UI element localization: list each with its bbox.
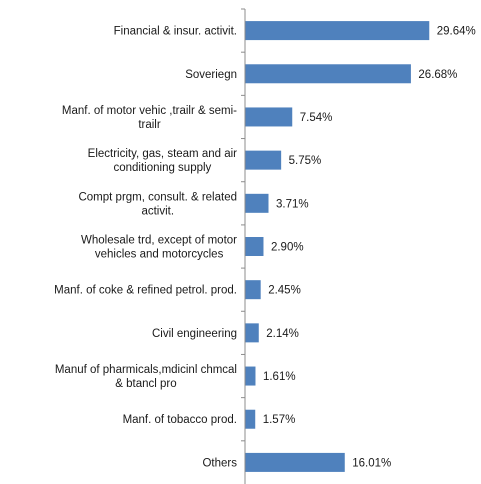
category-label: vehicles and motorcycles	[95, 249, 224, 261]
bar	[245, 21, 430, 41]
category-label: activit.	[141, 205, 174, 217]
category-label: Manf. of motor vehic ,trailr & semi-	[62, 105, 237, 117]
category-label: Compt prgm, consult. & related	[78, 191, 237, 203]
value-label: 26.68%	[418, 69, 457, 81]
value-label: 3.71%	[276, 198, 309, 210]
value-label: 7.54%	[300, 112, 333, 124]
bar	[245, 237, 264, 256]
bar	[245, 107, 293, 127]
bar	[245, 409, 256, 429]
value-label: 5.75%	[289, 155, 322, 167]
category-label: Electricity, gas, steam and air	[88, 148, 238, 160]
value-label: 29.64%	[437, 26, 476, 38]
category-label: Manf. of tobacco prod.	[123, 414, 237, 426]
bar	[245, 280, 261, 300]
value-label: 16.01%	[352, 457, 391, 469]
category-label: conditioning supply	[113, 162, 211, 174]
bar	[245, 64, 411, 84]
category-label: trailr	[138, 119, 161, 131]
bar	[245, 193, 269, 213]
category-label: Others	[202, 457, 237, 469]
value-label: 2.14%	[266, 328, 299, 340]
bar	[245, 452, 345, 472]
bar	[245, 150, 282, 170]
category-labels-group: Financial & insur. activit. Soveriegn Manf…	[54, 26, 237, 470]
value-label: 2.45%	[268, 285, 301, 297]
value-label: 2.90%	[271, 242, 304, 254]
bar	[245, 366, 256, 386]
category-label: Financial & insur. activit.	[114, 26, 237, 38]
category-label: Manf. of coke & refined petrol. prod.	[54, 285, 237, 297]
value-labels-group: 29.64% 26.68% 7.54% 5.75% 3.71% 2.90% 2.45% 2.1…	[263, 26, 476, 470]
category-label: Wholesale trd, except of motor	[81, 235, 237, 247]
bar	[245, 323, 259, 343]
category-label: Civil engineering	[152, 328, 237, 340]
value-label: 1.57%	[263, 414, 296, 426]
category-label: Soveriegn	[185, 69, 237, 81]
category-axis	[241, 8, 246, 484]
category-label: Manuf of pharmicals,mdicinl chmcal	[55, 364, 237, 376]
category-label: & btancl pro	[115, 378, 176, 390]
bars-group	[245, 21, 430, 472]
value-label: 1.61%	[263, 371, 296, 383]
